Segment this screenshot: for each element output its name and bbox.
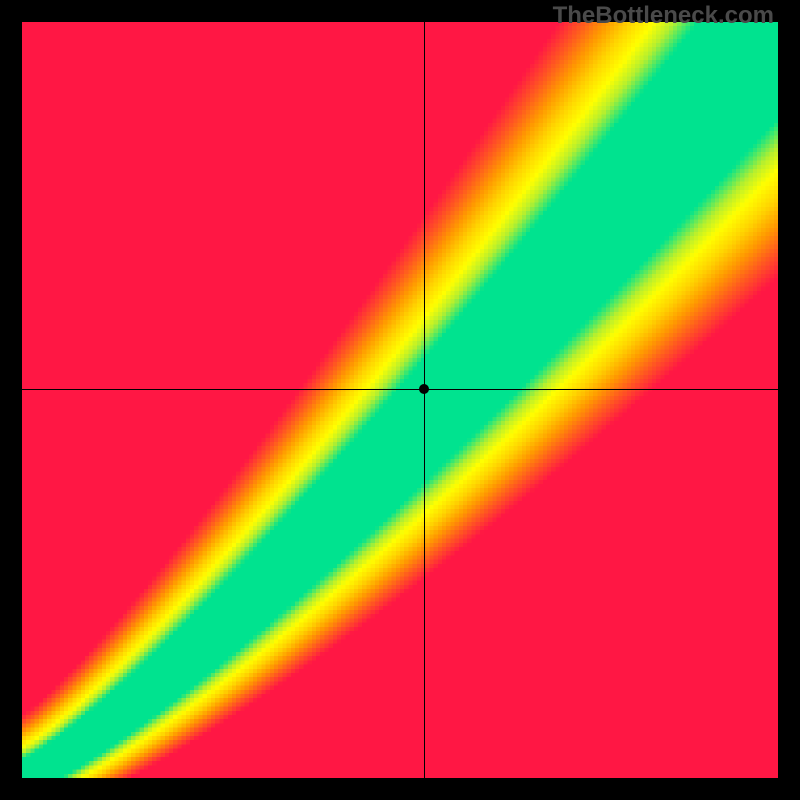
watermark-text: TheBottleneck.com <box>553 2 774 30</box>
heatmap-plot <box>22 22 778 778</box>
heatmap-canvas <box>22 22 778 778</box>
marker-dot <box>419 384 429 394</box>
crosshair-vertical <box>424 22 425 778</box>
chart-frame: TheBottleneck.com <box>0 0 800 800</box>
crosshair-horizontal <box>22 389 778 390</box>
